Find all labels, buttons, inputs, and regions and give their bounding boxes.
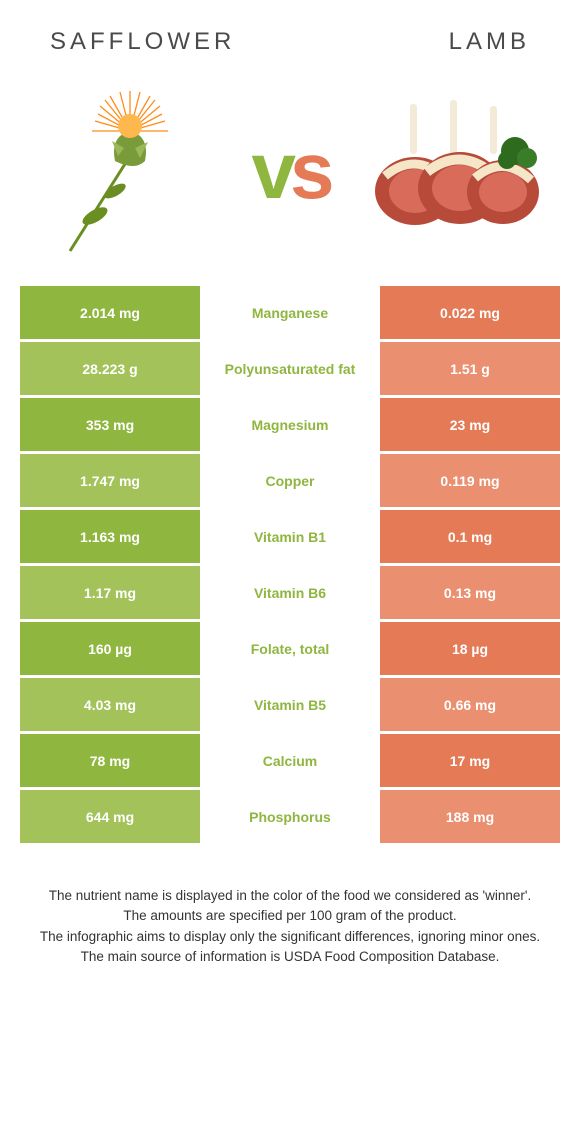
right-title: Lamb [449, 28, 530, 56]
left-value: 4.03 mg [20, 678, 200, 731]
right-value: 0.119 mg [380, 454, 560, 507]
table-row: 644 mgPhosphorus188 mg [20, 790, 560, 843]
nutrient-name: Vitamin B5 [200, 678, 380, 731]
right-value: 23 mg [380, 398, 560, 451]
nutrient-name: Calcium [200, 734, 380, 787]
left-value: 160 µg [20, 622, 200, 675]
right-value: 0.13 mg [380, 566, 560, 619]
left-value: 1.163 mg [20, 510, 200, 563]
right-value: 18 µg [380, 622, 560, 675]
right-image [360, 86, 550, 256]
right-value: 0.022 mg [380, 286, 560, 339]
footer-line: The nutrient name is displayed in the co… [30, 886, 550, 906]
left-value: 353 mg [20, 398, 200, 451]
right-value: 0.1 mg [380, 510, 560, 563]
table-row: 1.163 mgVitamin B10.1 mg [20, 510, 560, 563]
safflower-icon [40, 86, 210, 256]
left-value: 2.014 mg [20, 286, 200, 339]
table-row: 1.17 mgVitamin B60.13 mg [20, 566, 560, 619]
left-value: 1.17 mg [20, 566, 200, 619]
nutrient-name: Copper [200, 454, 380, 507]
left-image [30, 86, 220, 256]
vs-v: v [252, 126, 291, 215]
right-value: 0.66 mg [380, 678, 560, 731]
vs-s: s [290, 126, 329, 215]
left-value: 644 mg [20, 790, 200, 843]
header: Safflower Lamb [0, 0, 580, 66]
nutrient-name: Vitamin B1 [200, 510, 380, 563]
left-value: 28.223 g [20, 342, 200, 395]
table-row: 353 mgMagnesium23 mg [20, 398, 560, 451]
table-row: 2.014 mgManganese0.022 mg [20, 286, 560, 339]
nutrient-name: Polyunsaturated fat [200, 342, 380, 395]
images-row: vs [0, 66, 580, 286]
nutrient-name: Manganese [200, 286, 380, 339]
footer-notes: The nutrient name is displayed in the co… [0, 846, 580, 967]
left-value: 78 mg [20, 734, 200, 787]
vs-label: vs [252, 131, 329, 211]
table-row: 78 mgCalcium17 mg [20, 734, 560, 787]
left-title: Safflower [50, 28, 235, 56]
footer-line: The infographic aims to display only the… [30, 927, 550, 947]
table-row: 1.747 mgCopper0.119 mg [20, 454, 560, 507]
left-value: 1.747 mg [20, 454, 200, 507]
table-row: 160 µgFolate, total18 µg [20, 622, 560, 675]
right-value: 17 mg [380, 734, 560, 787]
nutrient-name: Phosphorus [200, 790, 380, 843]
footer-line: The amounts are specified per 100 gram o… [30, 906, 550, 926]
right-value: 1.51 g [380, 342, 560, 395]
lamb-icon [365, 96, 545, 246]
footer-line: The main source of information is USDA F… [30, 947, 550, 967]
table-row: 4.03 mgVitamin B50.66 mg [20, 678, 560, 731]
nutrient-name: Magnesium [200, 398, 380, 451]
nutrient-name: Folate, total [200, 622, 380, 675]
right-value: 188 mg [380, 790, 560, 843]
nutrient-name: Vitamin B6 [200, 566, 380, 619]
nutrient-table: 2.014 mgManganese0.022 mg28.223 gPolyuns… [0, 286, 580, 843]
table-row: 28.223 gPolyunsaturated fat1.51 g [20, 342, 560, 395]
